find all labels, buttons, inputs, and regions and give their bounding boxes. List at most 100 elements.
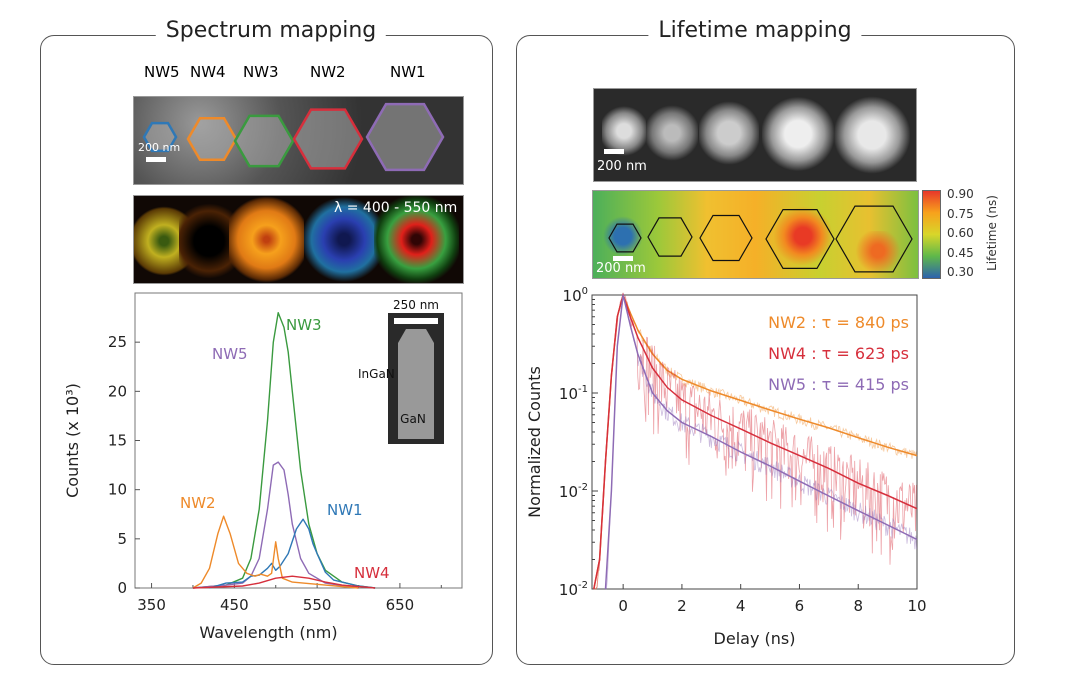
tick-exponent: -2 [578,482,588,493]
y-tick-label: 10-2 [559,580,588,599]
colorbar-tick: 0.60 [947,226,974,240]
hexagon-outline-nw1 [142,121,178,153]
nanowire-top [188,118,236,160]
y-tick-label: 100 [563,286,588,305]
hexagon-outline-nw5 [365,102,445,172]
nanowire-blob [834,95,910,175]
spectral-color-map: λ = 400 - 550 nm [133,195,464,284]
spectrum-chart: 350 450 550 650 0 5 10 15 20 25 Wavelength (nm) Cou… [63,292,463,642]
colorbar-tick: 0.90 [947,187,974,201]
measured-trace-nw2 [593,295,917,590]
nanowire-blob [646,103,698,163]
map-spot-nw2 [773,206,833,266]
map-spot-nw1 [853,231,903,271]
nw1-label: NW1 [390,63,426,81]
y-tick-label: 20 [108,382,127,400]
tick-base: 10 [563,287,582,305]
series-line-nw2 [192,515,359,589]
hexagon-outline-nw4 [292,108,364,170]
series-label-nw4: NW4 [354,564,390,582]
series-line-nw4 [192,575,376,589]
y-tick-label: 0 [117,579,127,597]
legend-nw2: NW2 : τ = 840 ps [768,313,909,332]
y-tick-label: 10-1 [559,384,588,403]
hexagon-outline [608,223,642,253]
x-tick-label: 0 [618,597,628,615]
y-axis-label: Normalized Counts [525,366,544,518]
inset-label-gan: GaN [400,412,426,426]
legend-nw4: NW4 : τ = 623 ps [768,344,909,363]
map-spot-nw3 [229,196,304,283]
x-tick-label: 350 [137,596,166,614]
spectrum-mapping-title: Spectrum mapping [155,18,387,43]
lifetime-map: 200 nm [592,190,919,279]
hexagon-outline [765,209,835,270]
y-tick-label: 10-2 [559,482,588,501]
series-label-nw1: NW1 [327,501,363,519]
x-tick-label: 450 [220,596,249,614]
x-axis-label: Delay (ns) [714,629,796,648]
fit-line-nw5 [604,294,918,590]
x-tick-label: 2 [677,597,687,615]
fit-line-nw4 [593,292,918,590]
nw5-label: NW5 [144,63,180,81]
x-tick-label: 650 [386,596,415,614]
series-line-nw1 [209,518,376,589]
y-axis-label: Counts (x 10³) [63,383,82,498]
sem-image-right: 200 nm [593,88,917,182]
nanowire-blob [762,95,834,173]
nw3-label: NW3 [243,63,279,81]
y-tick-label: 5 [117,530,127,548]
map-hexagons [608,205,913,273]
scalebar [604,149,624,154]
tick-exponent: 0 [582,286,588,297]
series-label-nw5: NW5 [212,345,248,363]
x-tick-label: 8 [853,597,863,615]
nanowire-top [294,109,362,169]
y-tick-label: 25 [108,333,127,351]
y-tick-label: 15 [108,432,127,450]
scalebar [613,256,633,261]
tick-base: 10 [559,581,578,599]
y-tick-label: 10 [108,481,127,499]
scalebar-label: 200 nm [596,261,646,276]
series-label-nw3: NW3 [286,316,322,334]
hexagon-outline [835,205,913,273]
x-tick-label: 4 [736,597,746,615]
nw2-label: NW2 [310,63,346,81]
measured-trace-nw4 [593,293,917,590]
sem-hexagons [142,102,445,172]
colorbar-tick: 0.45 [947,245,974,260]
inset-scalebar [394,318,438,324]
legend-nw5: NW5 : τ = 415 ps [768,375,909,394]
x-axis-label: Wavelength (nm) [199,623,337,642]
hexagon-outline [699,214,753,262]
hexagon-outline [647,217,693,257]
tick-base: 10 [559,385,578,403]
colorbar-tick: 0.30 [947,265,974,279]
x-tick-label: 550 [303,596,332,614]
lifetime-mapping-title: Lifetime mapping [648,18,862,43]
inset-label-ingan: InGaN [358,367,395,381]
hexagon-outline-nw2 [186,116,238,162]
tick-exponent: -1 [578,384,588,395]
x-tick-label: 6 [795,597,805,615]
nanowire-top [235,115,293,167]
scalebar-label: 200 nm [138,141,181,154]
nw4-label: NW4 [190,63,226,81]
sem-image-left: 200 nm [133,96,464,185]
colorbar-ticks: 0.90 0.75 0.60 0.45 0.30 [947,185,974,283]
inset-scalebar-label: 250 nm [393,298,439,312]
colorbar-tick: 0.75 [947,206,974,221]
scalebar-label: 200 nm [597,159,647,174]
hexagon-outline-nw3 [233,114,295,168]
nanowire-top [144,123,176,151]
colorbar-label: Lifetime (ns) [985,195,999,271]
measured-trace-nw5 [605,293,918,590]
tick-base: 10 [559,483,578,501]
plot-frame [591,294,918,590]
scalebar [146,157,166,162]
nanowire-top [367,104,443,170]
